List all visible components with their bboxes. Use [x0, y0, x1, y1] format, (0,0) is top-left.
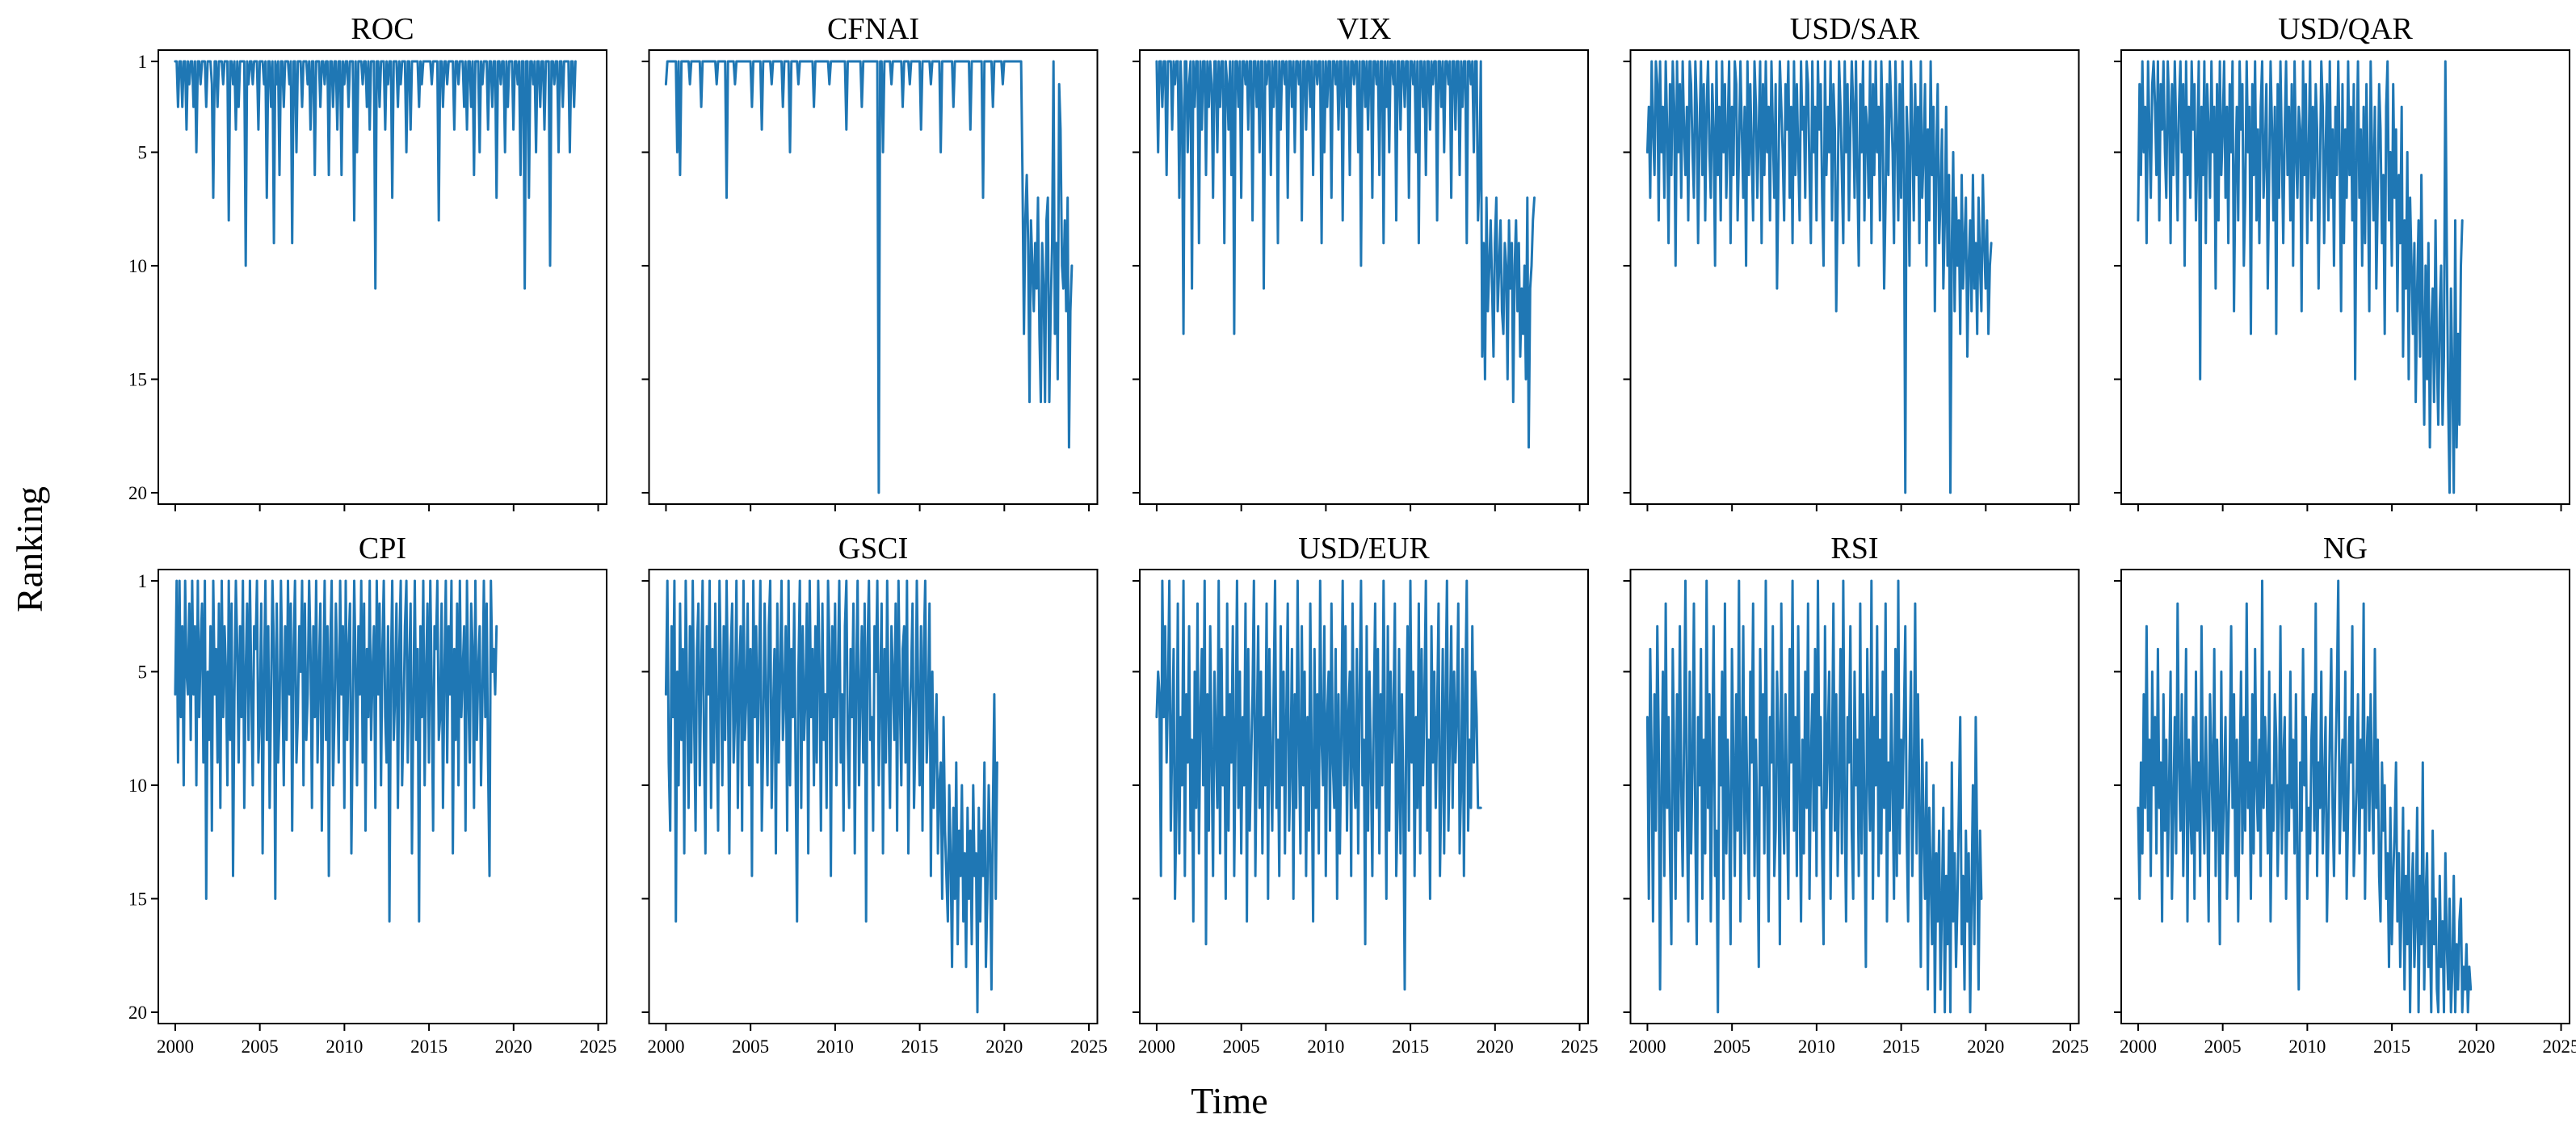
x-tick-label: 2015 — [1883, 1036, 1920, 1057]
panel-title: NG — [2323, 532, 2368, 566]
y-tick-label: 1 — [138, 52, 148, 72]
panel-usd-sar: USD/SAR — [1623, 12, 2080, 511]
x-axis-label: Time — [1191, 1080, 1267, 1121]
x-tick-label: 2020 — [2458, 1036, 2495, 1057]
y-tick-label: 15 — [128, 369, 147, 389]
y-tick-label: 10 — [128, 776, 147, 796]
x-tick-label: 2020 — [1477, 1036, 1514, 1057]
x-tick-label: 2010 — [817, 1036, 854, 1057]
y-tick-label: 5 — [138, 662, 148, 682]
series-line-rsi — [1645, 579, 1983, 1014]
series-line-cpi — [174, 579, 498, 923]
panel-ng: NG 2000 2005 2010 2015 2020 2025 — [2114, 532, 2576, 1057]
x-tick-label: 2005 — [1713, 1036, 1750, 1057]
panel-vix: VIX — [1133, 12, 1589, 511]
panel-usd-eur: USD/EUR 2000 2005 2010 2015 2020 2025 — [1133, 532, 1599, 1057]
x-tick-label: 2015 — [1392, 1036, 1429, 1057]
panel-frame — [648, 49, 1099, 505]
x-tick-label: 2005 — [1223, 1036, 1260, 1057]
panel-title: CFNAI — [827, 12, 919, 46]
x-tick-label: 2005 — [732, 1036, 769, 1057]
x-tick-label: 2020 — [985, 1036, 1023, 1057]
panel-frame — [158, 49, 607, 505]
panel-frame — [1629, 569, 2080, 1024]
x-tick-label: 2010 — [326, 1036, 363, 1057]
panel-frame — [2120, 569, 2570, 1024]
series-line-vix — [1155, 60, 1536, 449]
x-tick-label: 2015 — [2373, 1036, 2410, 1057]
panel-frame — [158, 569, 607, 1024]
x-tick-label: 2025 — [2543, 1036, 2576, 1057]
y-tick-label: 10 — [128, 256, 147, 276]
panel-title: USD/EUR — [1298, 532, 1430, 566]
series-line-usd-qar — [2137, 60, 2464, 494]
x-tick-label: 2000 — [157, 1036, 194, 1057]
x-tick-label: 2025 — [580, 1036, 617, 1057]
x-tick-label: 2000 — [647, 1036, 684, 1057]
panel-frame — [1139, 569, 1589, 1024]
x-tick-label: 2010 — [1307, 1036, 1344, 1057]
panel-title: USD/SAR — [1790, 12, 1920, 46]
y-tick-label: 1 — [138, 571, 148, 591]
panel-frame — [1139, 49, 1589, 505]
series-line-gsci — [664, 579, 998, 1014]
series-line-cfnai — [664, 60, 1074, 494]
y-tick-label: 5 — [138, 142, 148, 162]
panel-rsi: RSI 2000 2005 2010 2015 2020 2025 — [1623, 532, 2089, 1057]
y-tick-label: 20 — [128, 1003, 147, 1023]
panel-title: USD/QAR — [2278, 12, 2413, 46]
panel-usd-qar: USD/QAR — [2114, 12, 2570, 511]
panel-gsci: GSCI 2000 2005 2010 2015 2020 2025 — [641, 532, 1107, 1057]
x-tick-label: 2000 — [2120, 1036, 2157, 1057]
panel-frame — [1629, 49, 2080, 505]
panel-title: ROC — [351, 12, 414, 46]
panel-title: VIX — [1337, 12, 1392, 46]
x-tick-label: 2005 — [242, 1036, 279, 1057]
y-tick-label: 15 — [128, 889, 147, 909]
panel-title: RSI — [1830, 532, 1878, 566]
x-tick-label: 2020 — [1967, 1036, 2004, 1057]
x-tick-label: 2010 — [1798, 1036, 1835, 1057]
x-tick-label: 2020 — [495, 1036, 532, 1057]
x-tick-label: 2000 — [1138, 1036, 1175, 1057]
panel-cfnai: CFNAI — [641, 12, 1099, 511]
x-tick-label: 2015 — [901, 1036, 939, 1057]
x-tick-label: 2010 — [2288, 1036, 2326, 1057]
series-line-usd-sar — [1645, 60, 1993, 494]
x-tick-label: 2000 — [1628, 1036, 1666, 1057]
panel-title: GSCI — [838, 532, 909, 566]
panel-frame — [2120, 49, 2570, 505]
y-tick-label: 20 — [128, 483, 147, 503]
series-line-roc — [174, 60, 577, 290]
x-tick-label: 2015 — [410, 1036, 448, 1057]
x-tick-label: 2025 — [1070, 1036, 1107, 1057]
x-tick-label: 2025 — [2052, 1036, 2089, 1057]
panel-frame — [648, 569, 1099, 1024]
panel-title: CPI — [359, 532, 406, 566]
series-line-ng — [2137, 579, 2473, 1014]
y-axis-label: Ranking — [9, 486, 50, 612]
series-line-usd-eur — [1155, 579, 1482, 991]
x-tick-label: 2005 — [2204, 1036, 2242, 1057]
x-tick-label: 2025 — [1561, 1036, 1599, 1057]
